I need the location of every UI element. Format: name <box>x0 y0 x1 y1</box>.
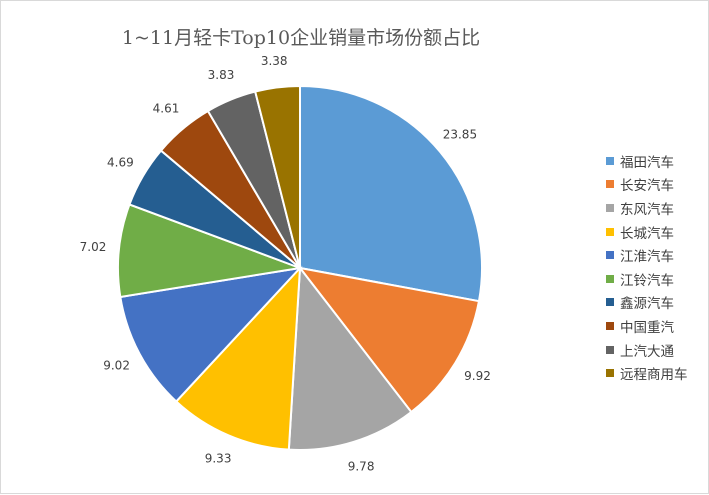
pie-slice-3 <box>287 265 413 452</box>
data-label-8: 4.61 <box>153 101 180 115</box>
legend-swatch <box>606 369 614 378</box>
legend-swatch <box>606 274 614 283</box>
legend: 福田汽车长安汽车东风汽车长城汽车江淮汽车江铃汽车鑫源汽车中国重汽上汽大通远程商用… <box>606 149 688 385</box>
legend-swatch <box>606 345 614 354</box>
legend-item-10: 远程商用车 <box>606 361 688 385</box>
chart-title: 1~11月轻卡Top10企业销量市场份额占比 <box>121 27 481 49</box>
data-label-2: 9.92 <box>464 369 491 383</box>
legend-label: 东风汽车 <box>620 201 674 218</box>
legend-label: 上汽大通 <box>620 343 674 360</box>
legend-item-9: 上汽大通 <box>606 338 688 362</box>
legend-label: 长城汽车 <box>620 225 674 242</box>
pie-slice-2 <box>297 266 481 414</box>
data-label-6: 7.02 <box>80 240 107 254</box>
pie-slice-6 <box>117 203 304 299</box>
legend-item-4: 长城汽车 <box>606 220 688 244</box>
legend-swatch <box>606 227 614 236</box>
data-label-3: 9.78 <box>348 459 375 473</box>
data-label-9: 3.83 <box>208 68 235 82</box>
legend-label: 福田汽车 <box>620 154 674 171</box>
legend-label: 江淮汽车 <box>620 249 674 266</box>
pie-slice-5 <box>119 266 303 403</box>
legend-item-7: 鑫源汽车 <box>606 291 688 315</box>
legend-swatch <box>606 180 614 189</box>
data-label-7: 4.69 <box>107 156 134 170</box>
legend-item-2: 长安汽车 <box>606 173 688 197</box>
legend-swatch <box>606 321 614 330</box>
pie-slice-1 <box>299 84 483 303</box>
legend-item-1: 福田汽车 <box>606 149 688 173</box>
legend-item-3: 东风汽车 <box>606 196 688 220</box>
legend-label: 江铃汽车 <box>620 272 674 289</box>
legend-label: 远程商用车 <box>620 367 688 384</box>
data-label-4: 9.33 <box>205 452 232 466</box>
data-label-10: 3.38 <box>261 54 288 68</box>
legend-swatch <box>606 298 614 307</box>
pie-slice-10 <box>254 84 301 269</box>
legend-swatch <box>606 203 614 212</box>
data-label-5: 9.02 <box>103 359 130 373</box>
legend-swatch <box>606 156 614 165</box>
legend-item-5: 江淮汽车 <box>606 243 688 267</box>
legend-item-6: 江铃汽车 <box>606 267 688 291</box>
legend-item-8: 中国重汽 <box>606 314 688 338</box>
data-label-1: 23.85 <box>443 128 477 142</box>
legend-label: 长安汽车 <box>620 178 674 195</box>
legend-swatch <box>606 251 614 260</box>
legend-label: 鑫源汽车 <box>620 296 674 313</box>
legend-label: 中国重汽 <box>620 319 674 336</box>
pie-slice-4 <box>174 265 302 451</box>
